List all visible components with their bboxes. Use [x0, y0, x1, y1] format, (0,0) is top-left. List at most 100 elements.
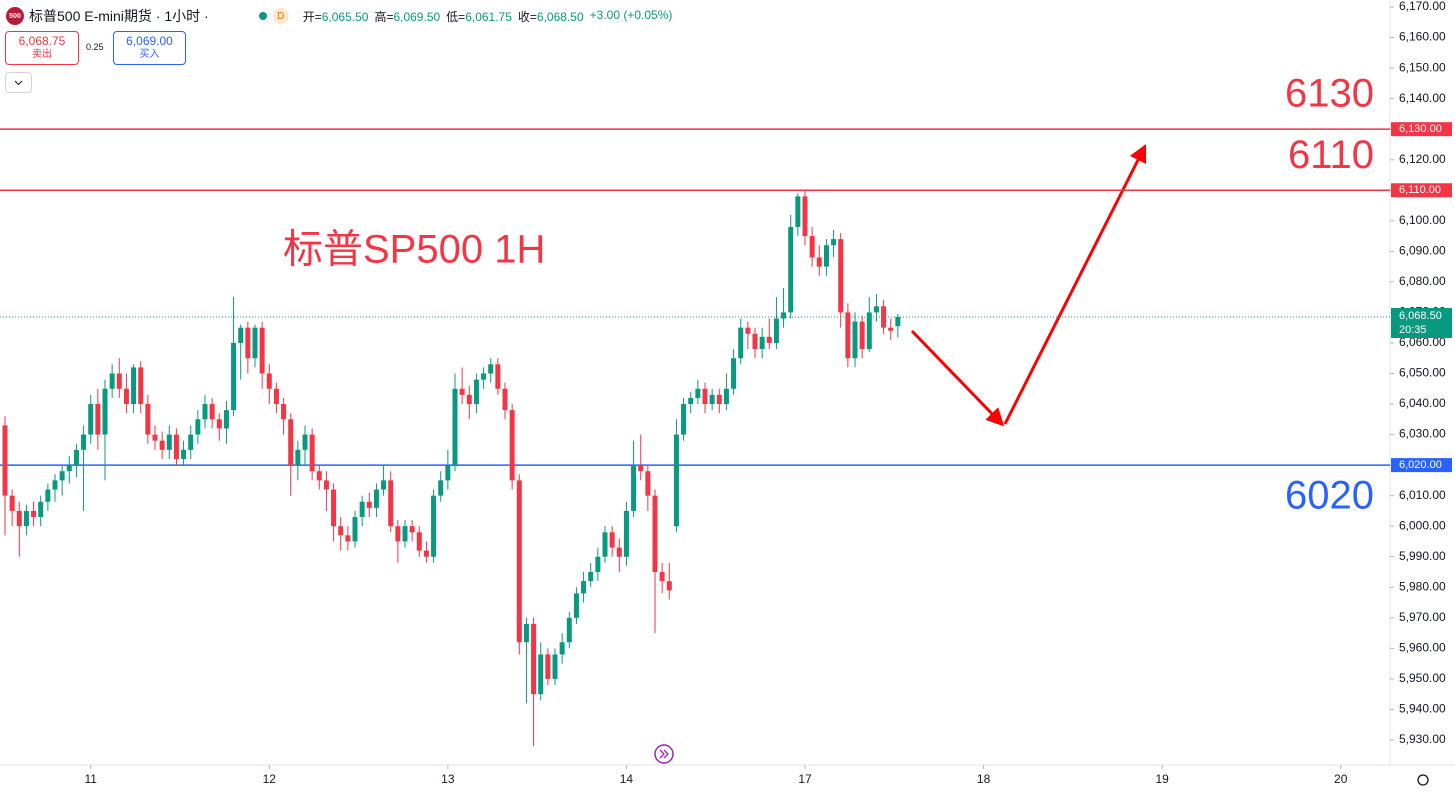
candle-body — [402, 526, 408, 542]
candle-body — [309, 434, 315, 472]
ohlc: 开=6,065.50 高=6,069.50 低=6,061.75 收=6,068.50… — [303, 8, 673, 25]
ohlc-value: 6,065.50 — [321, 9, 369, 24]
collapse-button[interactable] — [5, 72, 32, 93]
candle-body — [259, 327, 265, 374]
candle-body — [323, 480, 329, 490]
candle-body — [831, 239, 837, 246]
ohlc-key: 高= — [374, 9, 394, 24]
candle-body — [116, 373, 122, 389]
candle-body — [838, 239, 844, 313]
candle-body — [888, 327, 894, 331]
candle-body — [695, 388, 701, 398]
candle-body — [738, 327, 744, 359]
candle-body — [388, 480, 394, 527]
candle-body — [409, 526, 415, 533]
candle-body — [659, 571, 665, 582]
candle-body — [795, 196, 801, 227]
candle-body — [252, 327, 258, 359]
level-axis-tag — [1391, 122, 1452, 137]
x-tick-label: 17 — [798, 772, 812, 786]
settings-icon[interactable] — [1417, 774, 1429, 786]
candle-body — [38, 501, 44, 518]
sell-label: 卖出 — [32, 49, 52, 60]
candle-body — [231, 342, 237, 411]
candle-body — [588, 571, 594, 582]
x-tick-label: 13 — [441, 772, 455, 786]
candle-body — [809, 236, 815, 258]
y-tick-label: 6,000.00 — [1399, 518, 1446, 532]
candle-body — [545, 654, 551, 679]
forecast-arrow — [910, 143, 1147, 427]
candle-body — [673, 434, 679, 527]
sell-button[interactable]: 6,068.75 卖出 — [5, 31, 79, 65]
candle-body — [852, 321, 858, 359]
candle-body — [481, 373, 487, 380]
level-label: 6020 — [1285, 474, 1374, 518]
ohlc-key: 低= — [446, 9, 466, 24]
last-price-label: 6,068.50 — [1399, 310, 1442, 322]
candle-body — [631, 465, 637, 511]
candle-body — [488, 364, 494, 374]
candle-body — [66, 465, 72, 472]
candle-body — [881, 306, 887, 328]
ohlc-item: 低=6,061.75 — [446, 8, 512, 25]
candle-body — [802, 196, 808, 237]
candle-body — [723, 388, 729, 405]
candle-body — [609, 532, 615, 548]
candle-body — [752, 333, 758, 350]
candle-body — [288, 419, 294, 466]
badge: D — [272, 8, 289, 24]
y-tick-label: 6,140.00 — [1399, 91, 1446, 105]
candle-body — [731, 358, 737, 389]
ohlc-value: 6,069.50 — [393, 9, 441, 24]
candle-body — [123, 388, 129, 405]
candle-body — [681, 404, 687, 435]
y-tick-label: 6,060.00 — [1399, 335, 1446, 349]
candle-body — [788, 226, 794, 313]
y-tick-label: 5,970.00 — [1399, 610, 1446, 624]
y-tick-label: 5,950.00 — [1399, 671, 1446, 685]
candle-body — [895, 316, 901, 327]
ohlc-value: 6,061.75 — [465, 9, 512, 24]
ohlc-key: 开= — [302, 9, 322, 24]
candle-body — [759, 336, 765, 350]
last-price-tag — [1391, 307, 1452, 338]
candle-body — [223, 410, 229, 429]
candle-body — [623, 510, 629, 557]
ohlc-item: 高=6,069.50 — [374, 8, 440, 25]
candle-body — [23, 510, 29, 527]
candle-body — [538, 654, 544, 695]
candle-body — [666, 581, 672, 591]
candle-body — [688, 397, 694, 405]
candle-body — [145, 404, 151, 435]
candle-body — [9, 495, 15, 511]
candle-body — [352, 517, 358, 542]
candle-body — [266, 373, 272, 389]
level-label: 6130 — [1285, 72, 1374, 116]
countdown-label: 20:35 — [1399, 324, 1427, 336]
candle-body — [152, 434, 158, 441]
candle-body — [81, 434, 87, 450]
ohlc-item: 收=6,068.50 — [518, 8, 584, 25]
candle-body — [245, 327, 251, 359]
jump-icon[interactable] — [654, 744, 674, 764]
y-tick-label: 6,160.00 — [1399, 30, 1446, 44]
candle-body — [502, 388, 508, 411]
candle-body — [845, 312, 851, 359]
candle-body — [438, 480, 444, 496]
level-axis-label: 6,020.00 — [1399, 459, 1442, 471]
candle-body — [566, 617, 572, 643]
candle-body — [716, 394, 722, 405]
candle-body — [173, 434, 179, 459]
candle-body — [645, 471, 651, 496]
buy-button[interactable]: 6,069.00 买入 — [113, 31, 186, 65]
candle-body — [552, 654, 558, 679]
y-tick-label: 6,040.00 — [1399, 396, 1446, 410]
candle-body — [581, 581, 587, 594]
candle-body — [45, 489, 51, 502]
sell-price: 6,068.75 — [18, 34, 66, 48]
candle-body — [766, 336, 772, 343]
candle-body — [88, 404, 94, 435]
candle-body — [459, 388, 465, 395]
